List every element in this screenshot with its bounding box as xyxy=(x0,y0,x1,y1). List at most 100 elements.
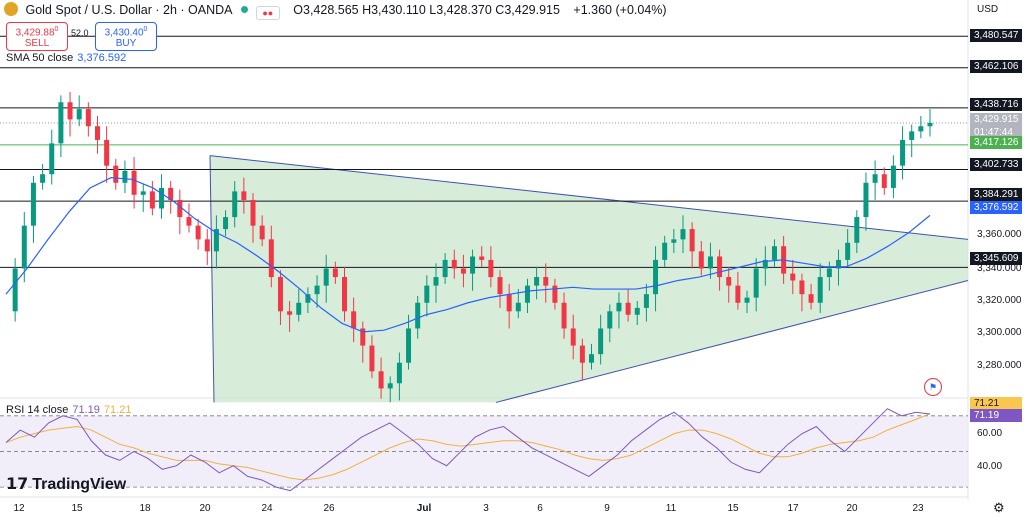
candle-body xyxy=(131,170,137,195)
candle-body xyxy=(717,256,723,278)
candle-body xyxy=(76,109,82,120)
candle-body xyxy=(616,302,622,312)
candle-body xyxy=(305,294,311,303)
candle-body xyxy=(561,302,567,329)
candle-body xyxy=(204,239,210,252)
brand-name: TradingView xyxy=(32,476,127,493)
candle-body xyxy=(360,328,366,346)
candle-body xyxy=(707,256,713,269)
candle-body xyxy=(470,256,476,274)
tradingview-logo[interactable]: 𝟭𝟳 TradingView xyxy=(6,474,126,494)
candle-body xyxy=(735,285,741,303)
visibility-toggle-icon[interactable]: ●● xyxy=(255,6,280,20)
symbol-title[interactable]: Gold Spot / U.S. Dollar · 2h · OANDA xyxy=(25,3,232,17)
price-tick-4: 3,300.000 xyxy=(977,327,1022,338)
candle-body xyxy=(323,268,329,286)
time-label-6: Jul xyxy=(416,503,432,514)
candle-body xyxy=(332,268,338,278)
candle-body xyxy=(149,191,155,209)
candle-body xyxy=(268,239,274,278)
candle-body xyxy=(808,294,814,303)
settings-gear-icon[interactable]: ⚙ xyxy=(993,500,1005,515)
ohlc-values: O3,428.565 H3,430.110 L3,428.370 C3,429.… xyxy=(293,3,560,17)
candle-body xyxy=(625,302,631,315)
candle-body xyxy=(177,199,183,218)
sma-value: 3,376.592 xyxy=(77,52,127,64)
candle-body xyxy=(790,273,796,281)
rsi-line xyxy=(5,408,931,492)
candle-body xyxy=(698,251,704,269)
candle-body xyxy=(753,268,759,298)
rsi-ma-value: 71.21 xyxy=(103,404,132,416)
candle-body xyxy=(296,302,302,315)
level-label-2: 3,462.106 xyxy=(970,60,1022,73)
sell-button[interactable]: 3,429.880 SELL xyxy=(6,22,68,52)
candle-body xyxy=(671,239,677,243)
candle-body xyxy=(653,259,659,295)
green-level-label: 3,417.126 xyxy=(970,136,1022,149)
candle-body xyxy=(607,311,613,329)
candle-body xyxy=(341,277,347,312)
time-label-8: 6 xyxy=(537,503,543,514)
time-label-10: 11 xyxy=(665,503,677,514)
candle-body xyxy=(442,259,448,278)
us-flag-event-icon[interactable]: ⚑ xyxy=(924,378,942,396)
time-label-4: 24 xyxy=(261,503,273,514)
rsi-value: 71.19 xyxy=(72,404,100,416)
price-change: +1.360 (+0.04%) xyxy=(573,3,667,17)
candle-body xyxy=(497,277,503,295)
buy-price: 3,430.40 xyxy=(104,27,144,39)
candle-body xyxy=(104,139,110,166)
candle-body xyxy=(543,277,549,286)
candle-body xyxy=(378,371,384,389)
price-tick-3: 3,320.000 xyxy=(977,295,1022,306)
candle-body xyxy=(927,122,933,127)
buy-button[interactable]: 3,430.400 BUY xyxy=(95,22,157,52)
candle-body xyxy=(369,345,375,372)
time-label-7: 3 xyxy=(483,503,489,514)
time-label-2: 18 xyxy=(139,503,151,514)
sma-legend[interactable]: SMA 50 close 3,376.592 xyxy=(6,52,126,64)
candle-body xyxy=(845,242,851,260)
candle-body xyxy=(58,102,64,144)
time-label-12: 17 xyxy=(787,503,799,514)
bar-countdown: 01:47:44 xyxy=(974,127,1013,138)
candle-body xyxy=(387,383,393,389)
triangle-left-edge xyxy=(209,155,215,403)
sma-price-tag: 3,376.592 xyxy=(970,201,1022,214)
candle-body xyxy=(634,307,640,315)
level-label-4: 3,402.733 xyxy=(970,158,1022,171)
time-label-14: 23 xyxy=(912,503,924,514)
rsi-legend[interactable]: RSI 14 close 71.19 71.21 xyxy=(6,404,131,416)
candle-body xyxy=(168,187,174,200)
candle-body xyxy=(799,280,805,295)
rsi-ma-tag: 71.21 xyxy=(970,397,1022,410)
candle-body xyxy=(900,139,906,166)
candle-body xyxy=(241,191,247,200)
candle-body xyxy=(314,285,320,295)
time-label-3: 20 xyxy=(199,503,211,514)
candle-body xyxy=(232,191,238,218)
candle-body xyxy=(479,256,485,260)
last-price: 3,429.915 xyxy=(974,114,1019,125)
candle-body xyxy=(570,328,576,346)
candle-body xyxy=(433,277,439,286)
candle-body xyxy=(259,225,265,240)
candle-body xyxy=(881,174,887,188)
rsi-label: RSI 14 close xyxy=(6,404,69,416)
candle-body xyxy=(40,174,46,183)
candle-body xyxy=(515,302,521,312)
candle-body xyxy=(836,259,842,269)
market-open-icon xyxy=(241,6,249,13)
candle-body xyxy=(140,191,146,195)
candle-body xyxy=(351,311,357,329)
time-label-0: 12 xyxy=(13,503,25,514)
candle-body xyxy=(689,229,695,252)
triangle-pattern-fill xyxy=(210,155,968,403)
candle-body xyxy=(396,362,402,384)
rsi-tag: 71.19 xyxy=(970,409,1022,422)
candle-body xyxy=(195,225,201,240)
currency-selector[interactable]: USD xyxy=(977,4,999,15)
candle-body xyxy=(598,328,604,355)
